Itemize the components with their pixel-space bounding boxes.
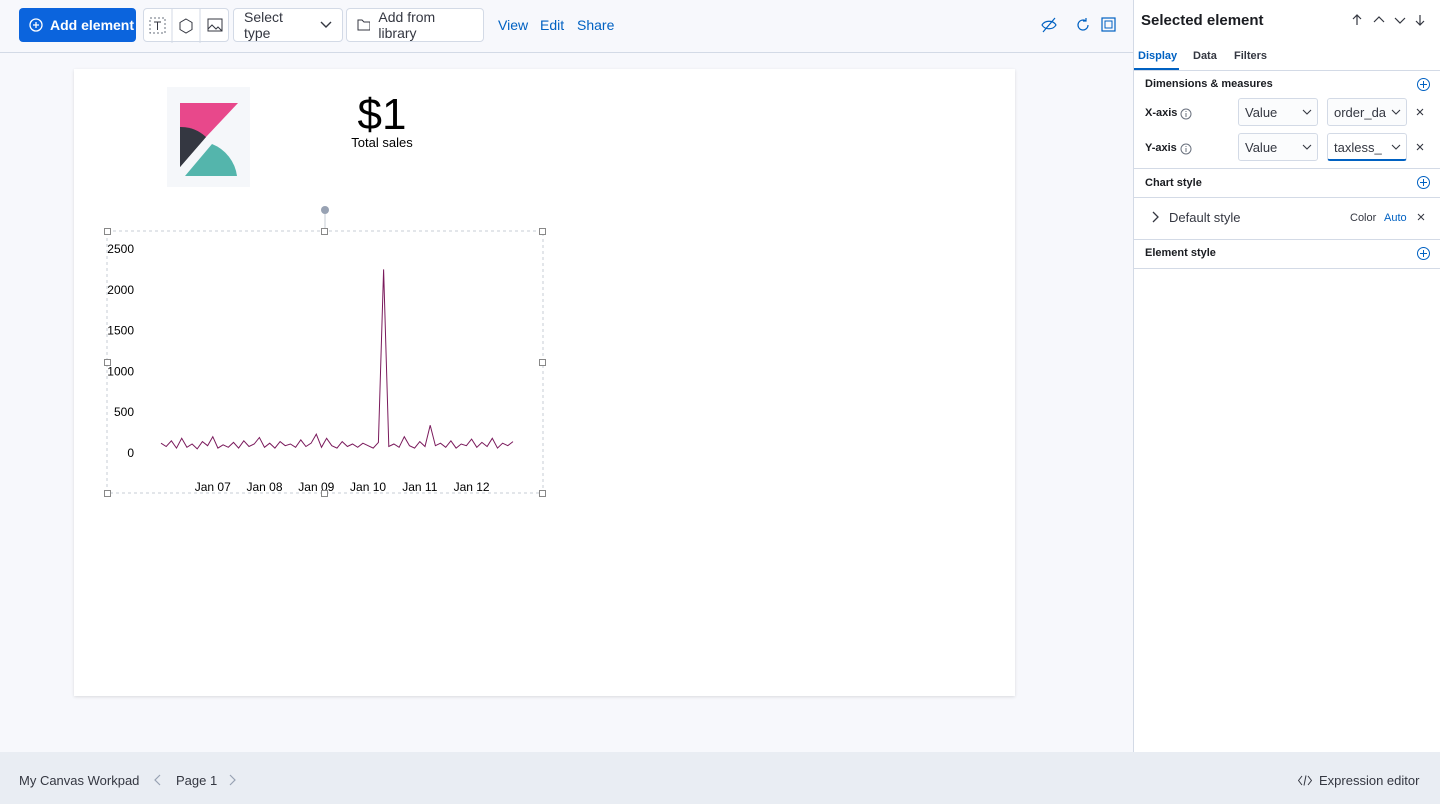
resize-handle[interactable] — [104, 490, 111, 497]
page-arrows[interactable] — [154, 774, 238, 786]
menu-edit[interactable]: Edit — [540, 17, 565, 33]
divider — [1134, 197, 1440, 198]
resize-handle[interactable] — [321, 228, 328, 235]
add-button[interactable] — [1417, 176, 1430, 189]
y-field: taxless_ — [1334, 140, 1382, 155]
code-icon — [1298, 775, 1312, 786]
add-from-library-label: Add from library — [378, 9, 436, 41]
resize-handle[interactable] — [104, 359, 111, 366]
folder-icon — [357, 19, 371, 31]
chevron — [320, 21, 332, 28]
remove-icon[interactable] — [1417, 213, 1425, 221]
tab-display[interactable]: Display — [1138, 50, 1178, 62]
plus-icon — [29, 18, 43, 32]
x-axis-label: X-axis — [1145, 107, 1178, 119]
divider — [1134, 268, 1440, 269]
page-label[interactable]: Page 1 — [176, 773, 218, 788]
select-type-label: Select type — [244, 9, 283, 41]
divider — [1134, 70, 1440, 71]
footer — [0, 752, 1440, 804]
quick-insert-group — [143, 8, 229, 43]
metric-label: Total sales — [351, 135, 413, 150]
sidebar-title: Selected element — [1141, 12, 1264, 29]
y-mode-select[interactable]: Value — [1238, 133, 1318, 161]
add-button[interactable] — [1417, 247, 1430, 260]
divider — [1134, 239, 1440, 240]
metric-value: $1 — [357, 90, 407, 139]
workpad-name: My Canvas Workpad — [19, 773, 140, 788]
default-style: Default style — [1169, 210, 1241, 225]
resize-handle[interactable] — [104, 228, 111, 235]
y-axis-label: Y-axis — [1145, 142, 1177, 154]
tab-underline — [1134, 68, 1179, 70]
expression-editor[interactable]: Expression editor — [1319, 773, 1420, 788]
resize-handle[interactable] — [539, 228, 546, 235]
divider — [1134, 168, 1440, 169]
resize-handle[interactable] — [539, 490, 546, 497]
layer-controls[interactable] — [1350, 13, 1430, 27]
insert-icons — [149, 9, 223, 43]
view-controls[interactable] — [1040, 16, 1120, 34]
color-value[interactable]: Auto — [1384, 212, 1407, 224]
resize-handle[interactable] — [539, 359, 546, 366]
section-title: Dimensions & measures — [1145, 78, 1273, 90]
section-title: Element style — [1145, 247, 1216, 259]
add-from-library-button[interactable]: Add from library — [346, 8, 484, 42]
add-element-label: Add element — [50, 17, 135, 33]
select-chevrons — [1302, 108, 1424, 151]
add-button[interactable] — [1417, 78, 1430, 91]
info-icon — [1180, 108, 1192, 120]
resize-handle[interactable] — [321, 490, 328, 497]
y-mode: Value — [1245, 140, 1278, 155]
color-label: Color — [1350, 212, 1377, 224]
info-icon — [1180, 143, 1192, 155]
tab-data[interactable]: Data — [1193, 50, 1217, 62]
menu-view[interactable]: View — [498, 17, 529, 33]
x-mode: Value — [1245, 105, 1278, 120]
x-field: order_da — [1334, 105, 1387, 120]
kibana-logo — [167, 87, 250, 187]
add-element-button[interactable]: Add element — [19, 8, 136, 42]
tab-filters[interactable]: Filters — [1234, 50, 1268, 62]
menu-share[interactable]: Share — [577, 17, 615, 33]
section-title: Chart style — [1145, 177, 1202, 189]
expand-icon[interactable] — [1151, 211, 1159, 223]
select-type-dropdown[interactable]: Select type — [233, 8, 343, 42]
